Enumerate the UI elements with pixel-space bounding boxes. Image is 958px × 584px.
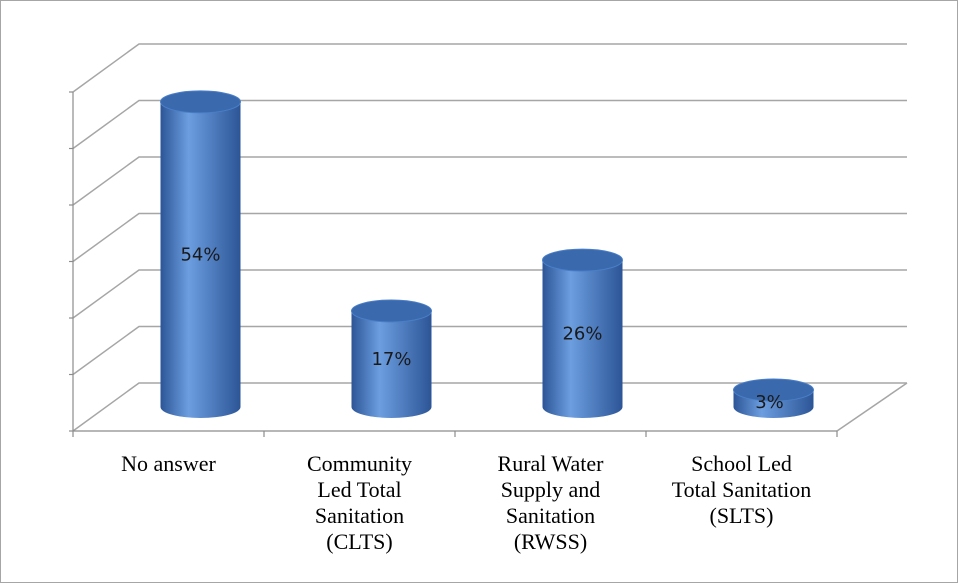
category-label: Total Sanitation bbox=[672, 477, 812, 502]
bar-top bbox=[542, 248, 623, 272]
category-label: School Led bbox=[691, 451, 792, 476]
category-label: Sanitation bbox=[315, 503, 404, 528]
gridline bbox=[72, 382, 907, 432]
category-label: Sanitation bbox=[506, 503, 595, 528]
gridline bbox=[72, 43, 907, 93]
axes bbox=[69, 91, 838, 437]
bar-top bbox=[733, 378, 814, 402]
bar bbox=[733, 378, 814, 418]
data-label: 17% bbox=[371, 349, 411, 370]
bar-body bbox=[542, 260, 623, 418]
category-label: (CLTS) bbox=[326, 529, 392, 554]
bar-body bbox=[351, 310, 432, 418]
floor-edge bbox=[836, 382, 908, 432]
gridlines bbox=[72, 43, 908, 432]
gridline bbox=[72, 325, 907, 376]
category-label: Led Total bbox=[317, 477, 401, 502]
category-label: Supply and bbox=[501, 477, 601, 502]
category-label: Community bbox=[307, 451, 412, 476]
data-labels: 54% 17% 26% 3% bbox=[180, 244, 783, 413]
bar bbox=[160, 90, 241, 419]
data-label: 54% bbox=[180, 244, 220, 265]
bar-body bbox=[160, 101, 241, 419]
gridline bbox=[72, 269, 907, 319]
data-label: 3% bbox=[755, 392, 784, 413]
bar bbox=[542, 248, 623, 418]
category-label: (RWSS) bbox=[514, 529, 587, 554]
bar-top bbox=[351, 299, 432, 323]
gridline bbox=[72, 156, 907, 206]
bar bbox=[351, 299, 432, 418]
category-label: Rural Water bbox=[498, 451, 605, 476]
category-label: No answer bbox=[121, 451, 216, 476]
bar-top bbox=[160, 90, 241, 114]
gridline bbox=[72, 212, 907, 263]
bars bbox=[160, 90, 814, 419]
category-label: (SLTS) bbox=[710, 503, 774, 528]
gridline bbox=[72, 99, 907, 150]
data-label: 26% bbox=[562, 324, 602, 345]
